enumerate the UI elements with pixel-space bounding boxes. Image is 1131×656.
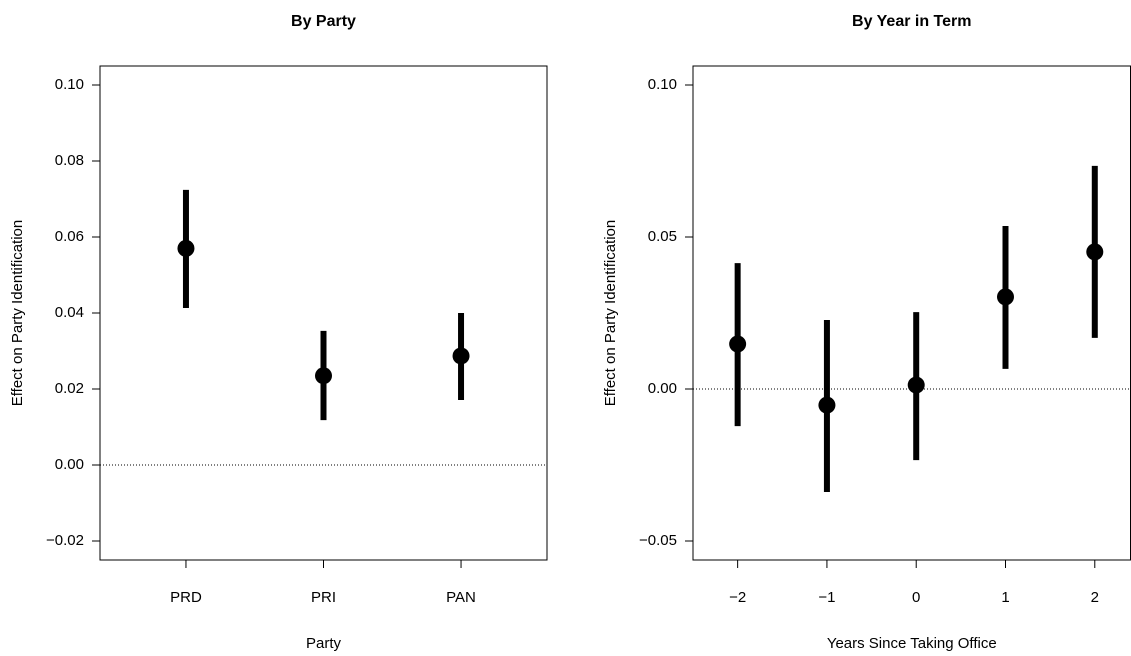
point [177, 239, 195, 257]
panel-title: By Year in Term [852, 13, 971, 30]
x-tick-label: 2 [1091, 589, 1099, 606]
y-tick-label: 0.08 [55, 152, 84, 169]
point [315, 367, 332, 385]
x-tick-label: PRI [311, 589, 336, 606]
y-tick-label: 0.02 [55, 380, 84, 397]
x-tick-label: 1 [1001, 589, 1009, 606]
y-tick-label: 0.04 [55, 304, 84, 321]
y-tick-label: 0.10 [55, 76, 84, 93]
y-tick-label: 0.00 [648, 380, 677, 397]
y-axis-label: Effect on Party Identification [602, 220, 619, 407]
x-tick-label: PAN [446, 589, 476, 606]
plot-frame [99, 65, 548, 561]
point [729, 335, 747, 353]
point [907, 376, 925, 394]
y-tick-label: 0.06 [55, 228, 84, 245]
x-tick-label: PRD [170, 589, 202, 606]
x-axis-label: Years Since Taking Office [827, 635, 997, 652]
panel-title: By Party [291, 13, 356, 30]
y-tick-label: 0.05 [648, 228, 677, 245]
x-tick-label: −1 [818, 589, 835, 606]
point [997, 288, 1014, 306]
y-tick-label: −0.05 [639, 532, 677, 549]
point [452, 347, 470, 365]
y-axis-label: Effect on Party Identification [9, 220, 26, 407]
x-axis-label: Party [306, 635, 342, 652]
plot-frame [692, 65, 1131, 561]
x-tick-label: 0 [912, 589, 920, 606]
y-tick-label: 0.10 [648, 76, 677, 93]
y-tick-label: 0.00 [55, 456, 84, 473]
point [818, 396, 836, 414]
point [1086, 243, 1104, 261]
y-tick-label: −0.02 [46, 532, 84, 549]
x-tick-label: −2 [729, 589, 746, 606]
